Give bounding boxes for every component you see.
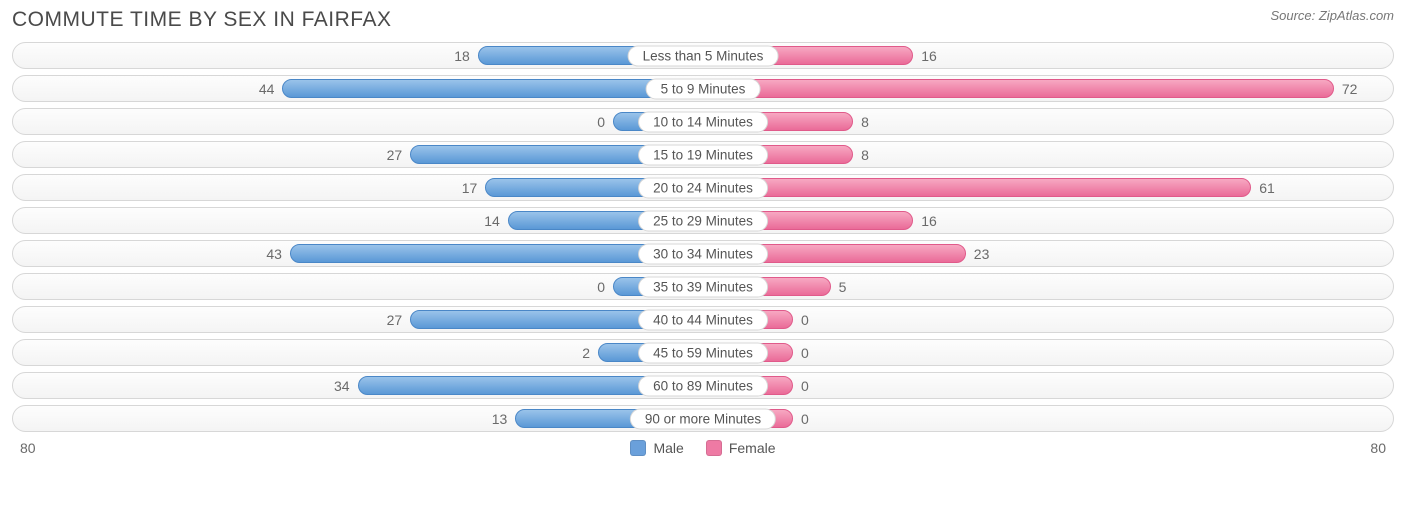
male-value: 17 <box>462 180 478 196</box>
category-label: 15 to 19 Minutes <box>638 144 768 165</box>
male-value: 0 <box>597 279 605 295</box>
category-label: 10 to 14 Minutes <box>638 111 768 132</box>
chart-row: 18 16 Less than 5 Minutes <box>12 42 1394 69</box>
female-value: 5 <box>839 279 847 295</box>
female-bar <box>703 178 1251 197</box>
chart-row: 43 23 30 to 34 Minutes <box>12 240 1394 267</box>
category-label: 60 to 89 Minutes <box>638 375 768 396</box>
female-value: 8 <box>861 114 869 130</box>
chart-row: 13 0 90 or more Minutes <box>12 405 1394 432</box>
male-value: 2 <box>582 345 590 361</box>
male-swatch-icon <box>630 440 646 456</box>
category-label: 25 to 29 Minutes <box>638 210 768 231</box>
female-value: 0 <box>801 345 809 361</box>
female-value: 8 <box>861 147 869 163</box>
legend: Male Female <box>60 440 1346 456</box>
chart-row: 17 61 20 to 24 Minutes <box>12 174 1394 201</box>
legend-male: Male <box>630 440 683 456</box>
female-value: 0 <box>801 411 809 427</box>
chart-footer: 80 Male Female 80 <box>10 432 1396 456</box>
male-bar <box>282 79 703 98</box>
female-bar <box>703 79 1334 98</box>
female-swatch-icon <box>706 440 722 456</box>
category-label: 90 or more Minutes <box>630 408 776 429</box>
male-value: 18 <box>454 48 470 64</box>
chart-row: 0 5 35 to 39 Minutes <box>12 273 1394 300</box>
female-value: 16 <box>921 48 937 64</box>
chart-title: COMMUTE TIME BY SEX IN FAIRFAX <box>12 8 391 32</box>
male-value: 13 <box>492 411 508 427</box>
chart-header: COMMUTE TIME BY SEX IN FAIRFAX Source: Z… <box>10 8 1396 42</box>
female-value: 23 <box>974 246 990 262</box>
male-value: 27 <box>387 147 403 163</box>
male-value: 14 <box>484 213 500 229</box>
chart-row: 2 0 45 to 59 Minutes <box>12 339 1394 366</box>
chart-row: 0 8 10 to 14 Minutes <box>12 108 1394 135</box>
category-label: 35 to 39 Minutes <box>638 276 768 297</box>
chart-row: 34 0 60 to 89 Minutes <box>12 372 1394 399</box>
chart-row: 27 0 40 to 44 Minutes <box>12 306 1394 333</box>
category-label: 5 to 9 Minutes <box>646 78 761 99</box>
chart-row: 27 8 15 to 19 Minutes <box>12 141 1394 168</box>
axis-max-right: 80 <box>1346 440 1386 456</box>
female-value: 0 <box>801 378 809 394</box>
female-value: 0 <box>801 312 809 328</box>
chart-rows: 18 16 Less than 5 Minutes 44 72 5 to 9 Minute… <box>10 42 1396 432</box>
category-label: 20 to 24 Minutes <box>638 177 768 198</box>
commute-chart: COMMUTE TIME BY SEX IN FAIRFAX Source: Z… <box>0 0 1406 523</box>
female-value: 72 <box>1342 81 1358 97</box>
legend-female-label: Female <box>729 440 776 456</box>
female-value: 61 <box>1259 180 1275 196</box>
category-label: 30 to 34 Minutes <box>638 243 768 264</box>
category-label: 45 to 59 Minutes <box>638 342 768 363</box>
axis-max-left: 80 <box>20 440 60 456</box>
category-label: 40 to 44 Minutes <box>638 309 768 330</box>
chart-row: 44 72 5 to 9 Minutes <box>12 75 1394 102</box>
male-value: 27 <box>387 312 403 328</box>
male-value: 34 <box>334 378 350 394</box>
male-value: 0 <box>597 114 605 130</box>
legend-male-label: Male <box>653 440 683 456</box>
legend-female: Female <box>706 440 776 456</box>
male-value: 43 <box>266 246 282 262</box>
chart-row: 14 16 25 to 29 Minutes <box>12 207 1394 234</box>
chart-source: Source: ZipAtlas.com <box>1270 8 1394 23</box>
category-label: Less than 5 Minutes <box>628 45 779 66</box>
female-value: 16 <box>921 213 937 229</box>
male-value: 44 <box>259 81 275 97</box>
